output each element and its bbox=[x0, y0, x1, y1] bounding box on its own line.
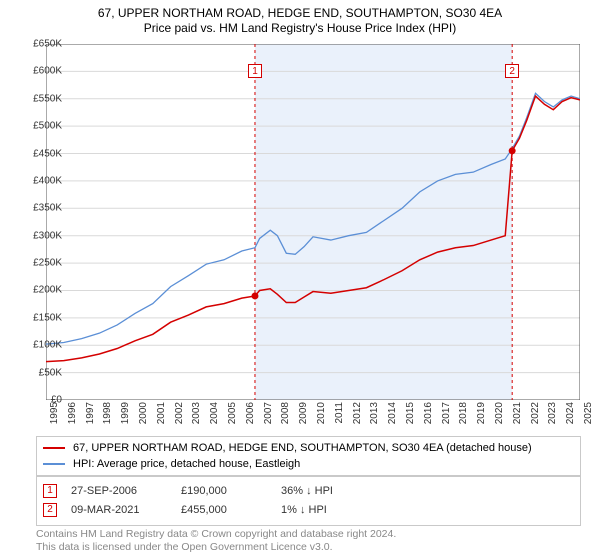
x-tick-label: 2008 bbox=[280, 402, 291, 424]
x-tick-label: 1999 bbox=[120, 402, 131, 424]
y-tick-label: £600K bbox=[33, 66, 62, 77]
attribution: Contains HM Land Registry data © Crown c… bbox=[36, 528, 396, 554]
x-tick-label: 1998 bbox=[102, 402, 113, 424]
title-line-1: 67, UPPER NORTHAM ROAD, HEDGE END, SOUTH… bbox=[10, 6, 590, 20]
x-tick-label: 2014 bbox=[387, 402, 398, 424]
sales-table: 1 27-SEP-2006 £190,000 36% ↓ HPI 2 09-MA… bbox=[36, 476, 581, 526]
x-tick-label: 2018 bbox=[458, 402, 469, 424]
sale-marker-icon: 2 bbox=[43, 503, 57, 517]
x-tick-label: 2011 bbox=[334, 402, 345, 424]
y-tick-label: £650K bbox=[33, 39, 62, 50]
sale-date: 09-MAR-2021 bbox=[71, 504, 181, 516]
x-tick-label: 2010 bbox=[316, 402, 327, 424]
x-tick-label: 2020 bbox=[494, 402, 505, 424]
x-tick-label: 2015 bbox=[405, 402, 416, 424]
x-tick-label: 2002 bbox=[174, 402, 185, 424]
y-tick-label: £350K bbox=[33, 203, 62, 214]
legend-label: 67, UPPER NORTHAM ROAD, HEDGE END, SOUTH… bbox=[73, 442, 532, 454]
sale-price: £455,000 bbox=[181, 504, 281, 516]
x-tick-label: 2025 bbox=[583, 402, 594, 424]
sale-row: 2 09-MAR-2021 £455,000 1% ↓ HPI bbox=[43, 500, 574, 519]
x-tick-label: 2021 bbox=[512, 402, 523, 424]
y-tick-label: £250K bbox=[33, 258, 62, 269]
y-tick-label: £200K bbox=[33, 285, 62, 296]
x-tick-label: 2000 bbox=[138, 402, 149, 424]
x-tick-label: 2024 bbox=[565, 402, 576, 424]
x-tick-label: 2017 bbox=[441, 402, 452, 424]
legend: 67, UPPER NORTHAM ROAD, HEDGE END, SOUTH… bbox=[36, 436, 581, 476]
x-tick-label: 2006 bbox=[245, 402, 256, 424]
x-tick-label: 2019 bbox=[476, 402, 487, 424]
x-tick-label: 2009 bbox=[298, 402, 309, 424]
sale-row: 1 27-SEP-2006 £190,000 36% ↓ HPI bbox=[43, 481, 574, 500]
sale-delta: 36% ↓ HPI bbox=[281, 485, 391, 497]
sale-marker-icon: 1 bbox=[43, 484, 57, 498]
y-tick-label: £50K bbox=[39, 367, 62, 378]
legend-label: HPI: Average price, detached house, East… bbox=[73, 458, 300, 470]
x-tick-label: 2003 bbox=[191, 402, 202, 424]
x-tick-label: 2005 bbox=[227, 402, 238, 424]
x-tick-label: 2023 bbox=[547, 402, 558, 424]
line-chart bbox=[46, 44, 580, 400]
y-tick-label: £500K bbox=[33, 121, 62, 132]
x-tick-label: 2007 bbox=[263, 402, 274, 424]
y-tick-label: £100K bbox=[33, 340, 62, 351]
legend-swatch bbox=[43, 463, 65, 465]
attribution-line-1: Contains HM Land Registry data © Crown c… bbox=[36, 528, 396, 541]
y-tick-label: £550K bbox=[33, 93, 62, 104]
x-tick-label: 2016 bbox=[423, 402, 434, 424]
x-tick-label: 1997 bbox=[85, 402, 96, 424]
x-tick-label: 2004 bbox=[209, 402, 220, 424]
sale-marker-icon: 1 bbox=[248, 64, 262, 78]
sale-delta: 1% ↓ HPI bbox=[281, 504, 391, 516]
attribution-line-2: This data is licensed under the Open Gov… bbox=[36, 541, 396, 554]
title-line-2: Price paid vs. HM Land Registry's House … bbox=[10, 21, 590, 35]
legend-swatch bbox=[43, 447, 65, 449]
chart-area bbox=[46, 44, 580, 400]
sale-date: 27-SEP-2006 bbox=[71, 485, 181, 497]
legend-item: 67, UPPER NORTHAM ROAD, HEDGE END, SOUTH… bbox=[43, 440, 574, 456]
y-tick-label: £150K bbox=[33, 312, 62, 323]
x-tick-label: 1995 bbox=[49, 402, 60, 424]
title-block: 67, UPPER NORTHAM ROAD, HEDGE END, SOUTH… bbox=[0, 0, 600, 37]
legend-item: HPI: Average price, detached house, East… bbox=[43, 456, 574, 472]
sale-price: £190,000 bbox=[181, 485, 281, 497]
x-tick-label: 2022 bbox=[530, 402, 541, 424]
y-tick-label: £450K bbox=[33, 148, 62, 159]
x-tick-label: 2013 bbox=[369, 402, 380, 424]
chart-container: 67, UPPER NORTHAM ROAD, HEDGE END, SOUTH… bbox=[0, 0, 600, 560]
x-tick-label: 2012 bbox=[352, 402, 363, 424]
y-tick-label: £300K bbox=[33, 230, 62, 241]
y-tick-label: £400K bbox=[33, 175, 62, 186]
x-tick-label: 2001 bbox=[156, 402, 167, 424]
sale-marker-icon: 2 bbox=[505, 64, 519, 78]
x-tick-label: 1996 bbox=[67, 402, 78, 424]
